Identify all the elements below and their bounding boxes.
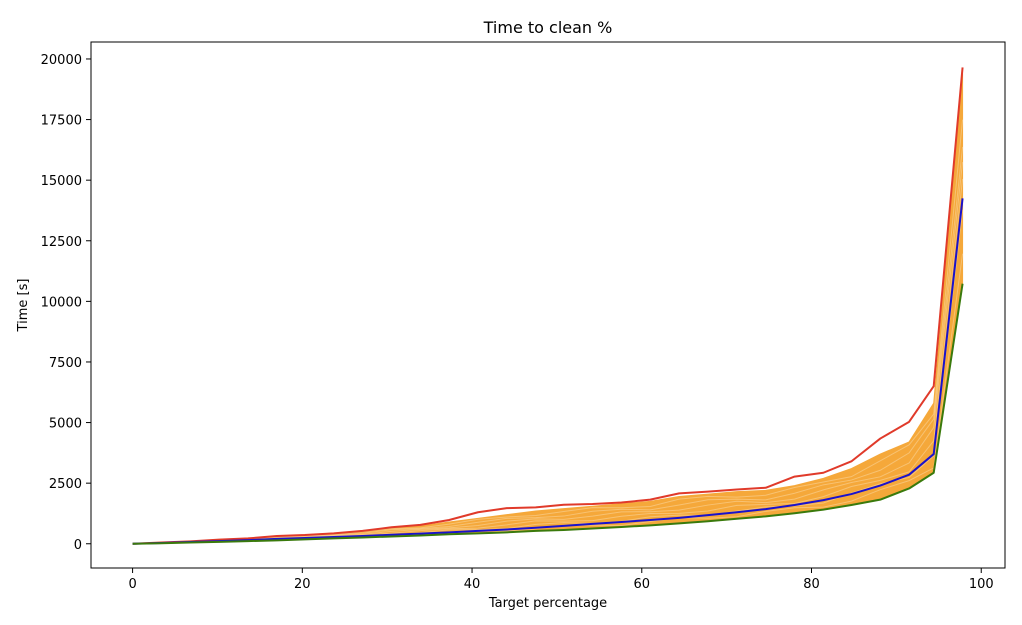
chart-title: Time to clean % xyxy=(483,18,613,37)
x-axis-title: Target percentage xyxy=(488,596,607,611)
x-tick-label: 40 xyxy=(464,577,481,592)
y-tick-label: 0 xyxy=(74,538,82,553)
y-tick-label: 7500 xyxy=(49,356,82,371)
y-tick-label: 17500 xyxy=(41,114,82,129)
y-axis-title: Time [s] xyxy=(16,279,31,333)
series-lines xyxy=(132,67,964,545)
x-tick-label: 20 xyxy=(294,577,311,592)
y-tick-label: 5000 xyxy=(49,417,82,432)
y-tick-label: 2500 xyxy=(49,477,82,492)
series-line-2 xyxy=(132,198,964,545)
x-axis: 0 20 40 60 80 100 xyxy=(128,568,994,592)
plot-area xyxy=(90,41,1006,569)
y-tick-label: 15000 xyxy=(41,174,82,189)
run-trace xyxy=(132,146,964,545)
y-tick-label: 12500 xyxy=(41,235,82,250)
series-line-3 xyxy=(132,283,964,545)
x-tick-label: 80 xyxy=(803,577,820,592)
y-axis: 0 2500 5000 7500 10000 12500 15000 17500 20000 xyxy=(41,53,91,553)
plot-frame xyxy=(90,41,1006,569)
y-tick-label: 10000 xyxy=(41,295,82,310)
y-tick-label: 20000 xyxy=(41,53,82,68)
x-tick-label: 0 xyxy=(128,577,136,592)
series-line-1 xyxy=(132,67,964,545)
x-tick-label: 100 xyxy=(969,577,994,592)
x-tick-label: 60 xyxy=(634,577,651,592)
